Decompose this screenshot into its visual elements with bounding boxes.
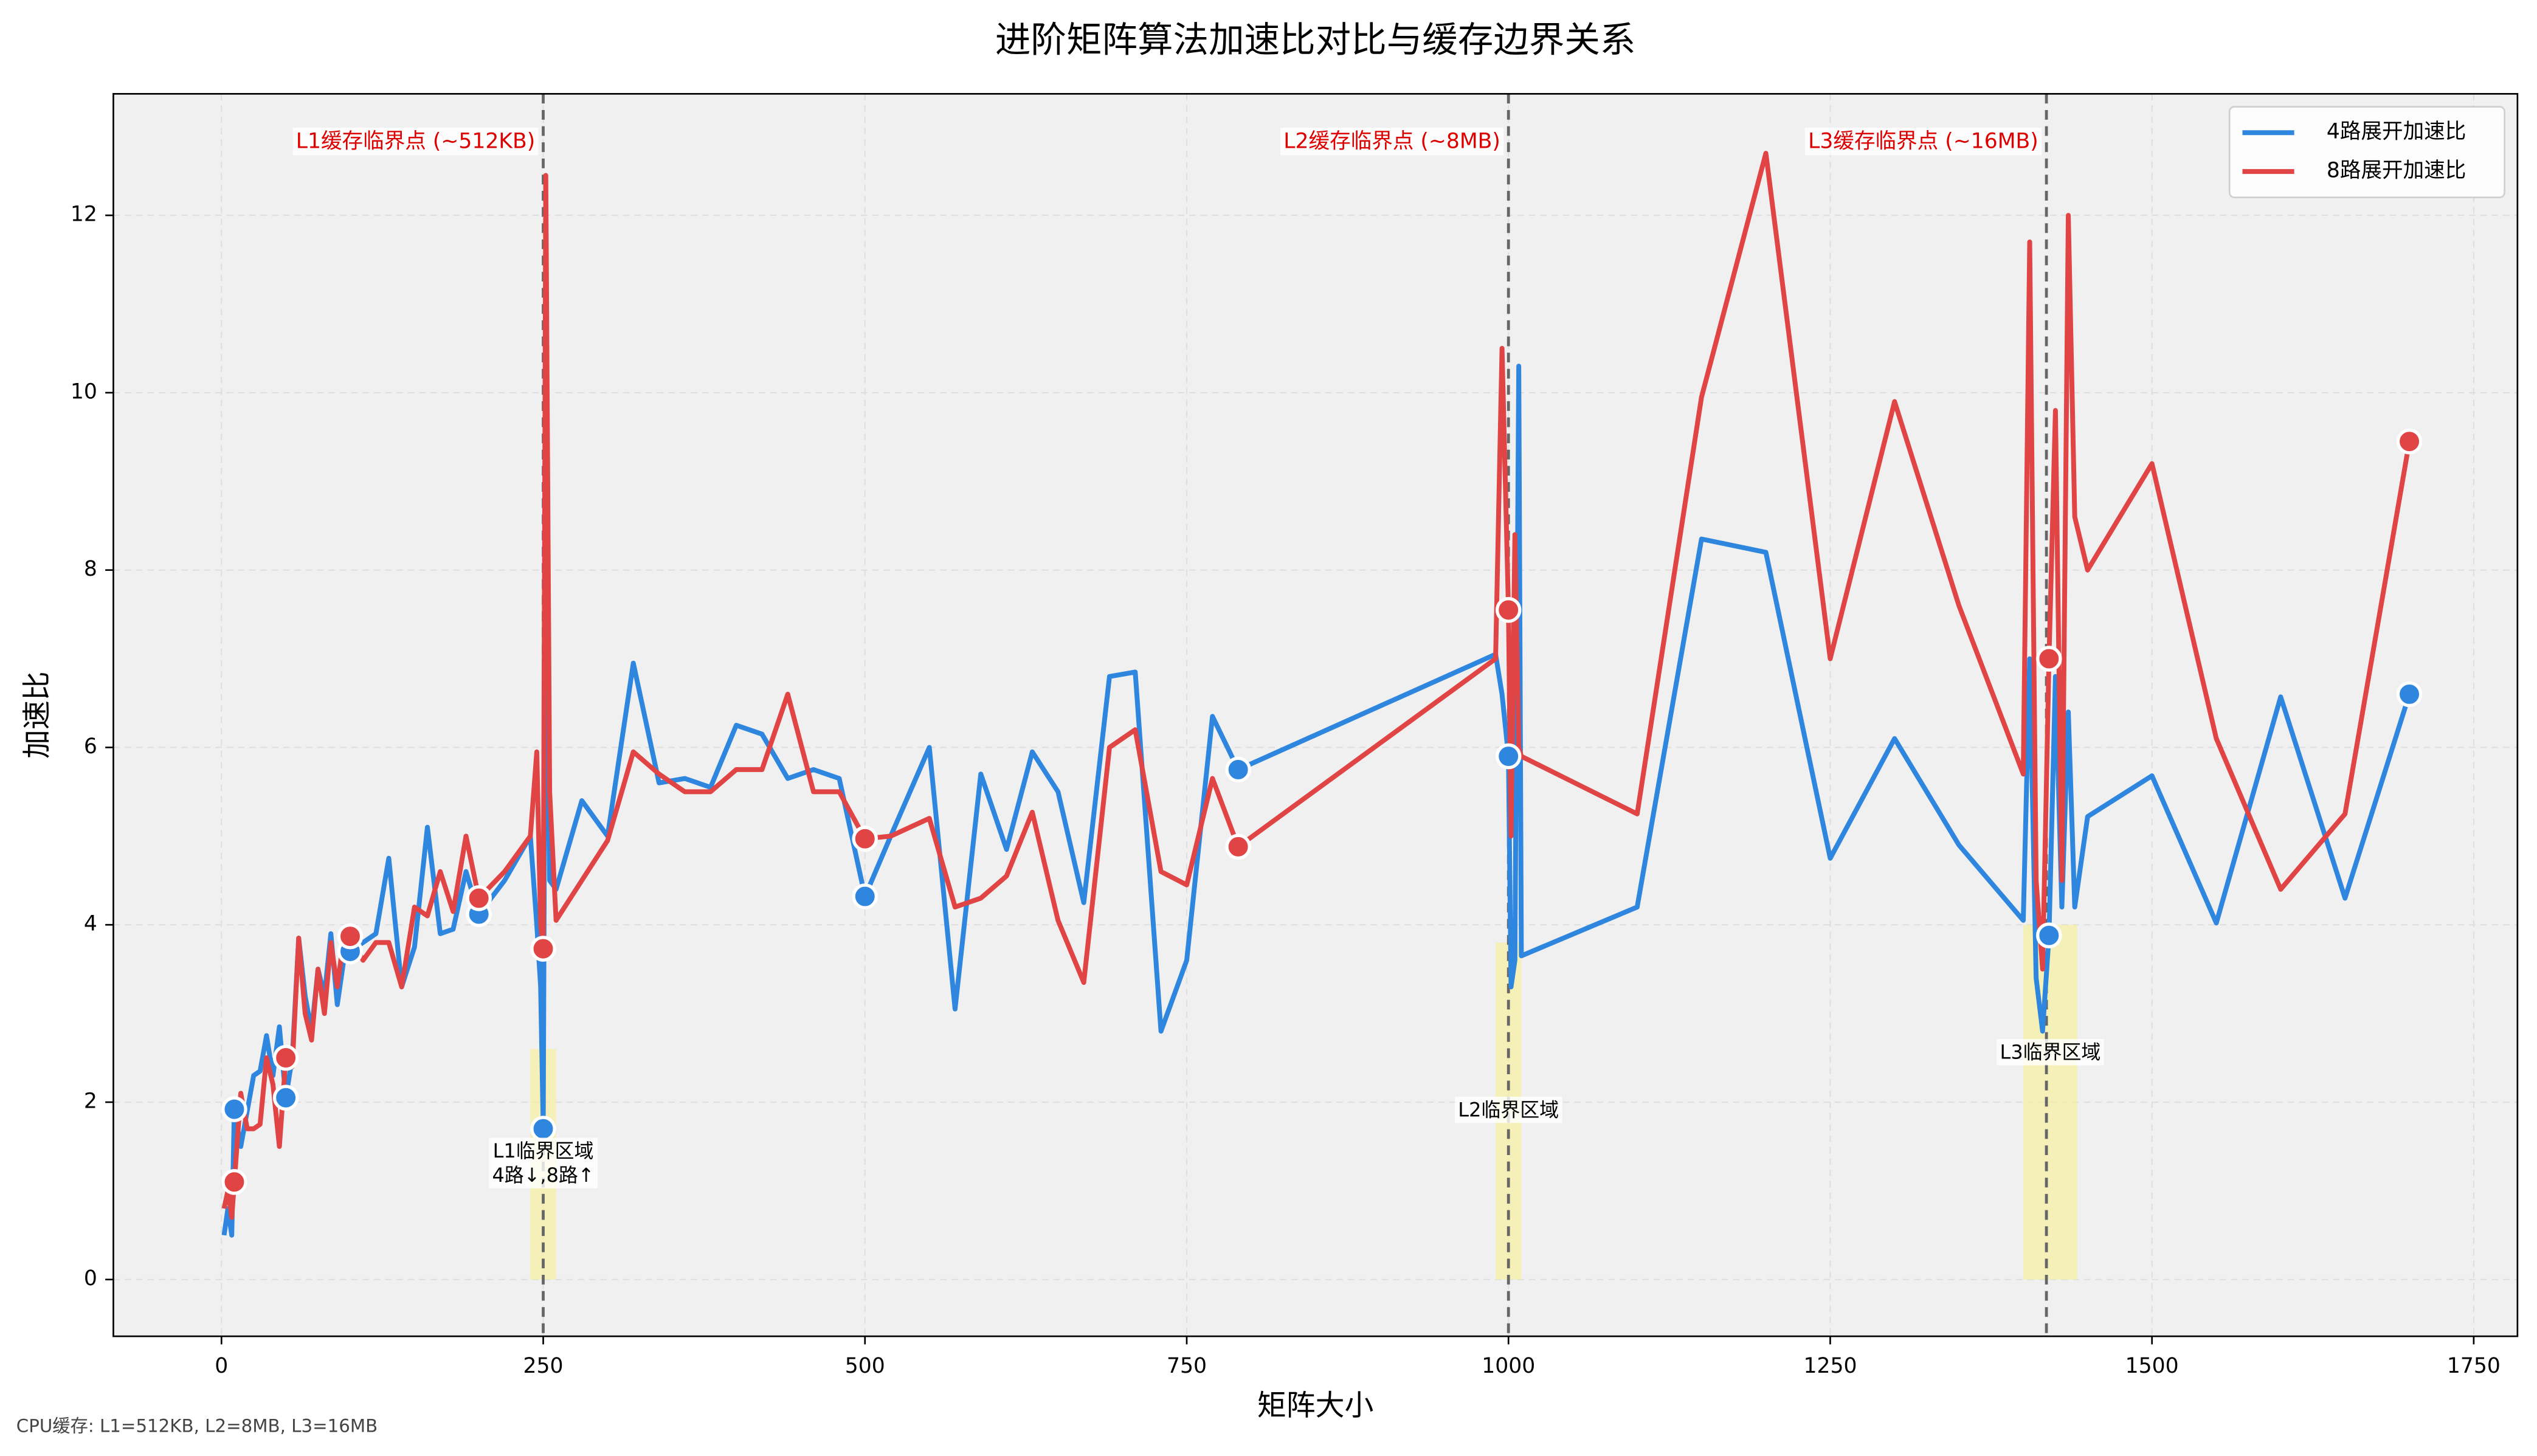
x-tick-label: 0: [215, 1354, 228, 1378]
region-label: 4路↓,8路↑: [492, 1164, 594, 1187]
data-point: [852, 826, 878, 852]
chart-title: 进阶矩阵算法加速比对比与缓存边界关系: [995, 19, 1636, 60]
x-tick-label: 750: [1167, 1354, 1207, 1378]
y-tick-label: 0: [84, 1266, 97, 1291]
data-point: [221, 1096, 247, 1122]
label-bg: [1280, 128, 1504, 156]
region-label: L3临界区域: [2000, 1041, 2101, 1064]
x-tick-label: 250: [523, 1354, 564, 1378]
region-label: L2临界区域: [1458, 1099, 1559, 1122]
data-point: [530, 936, 556, 962]
y-tick-label: 8: [84, 557, 97, 581]
y-tick-label: 4: [84, 912, 97, 936]
legend-box: [2228, 106, 2505, 198]
y-tick-label: 10: [71, 379, 97, 404]
label-bg: [489, 1137, 598, 1189]
critical-region: [2023, 925, 2077, 1280]
data-point: [1495, 597, 1522, 623]
label-bg: [1454, 1096, 1562, 1123]
x-axis-label: 矩阵大小: [1257, 1389, 1374, 1423]
boundary-label: L3缓存临界点 (~16MB): [1808, 129, 2038, 154]
y-tick-label: 2: [84, 1089, 97, 1113]
data-point: [2036, 922, 2062, 949]
x-tick-label: 1000: [1482, 1354, 1535, 1378]
data-point: [1225, 756, 1251, 783]
legend-label: 8路展开加速比: [2327, 159, 2466, 183]
series-line: [221, 151, 2412, 1220]
label-bg: [1804, 128, 2042, 156]
data-point: [852, 883, 878, 909]
x-tick-label: 1750: [2447, 1354, 2501, 1378]
footnote: CPU缓存: L1=512KB, L2=8MB, L3=16MB: [16, 1416, 378, 1437]
data-point: [272, 1085, 299, 1111]
data-point: [2396, 428, 2423, 455]
data-point: [466, 885, 492, 911]
legend-label: 4路展开加速比: [2327, 120, 2466, 144]
region-label: L1临界区域: [493, 1139, 594, 1162]
x-tick-label: 1250: [1803, 1354, 1857, 1378]
data-point: [2036, 646, 2062, 672]
y-tick-label: 12: [71, 202, 97, 227]
y-axis-label: 加速比: [21, 671, 54, 759]
data-point: [1495, 743, 1522, 770]
plot-frame: [112, 93, 2519, 1337]
boundary-label: L2缓存临界点 (~8MB): [1283, 129, 1500, 154]
label-bg: [292, 128, 539, 156]
label-bg: [1997, 1039, 2104, 1066]
data-point: [1225, 833, 1251, 860]
plot-area: [113, 94, 2518, 1337]
data-point: [221, 1168, 247, 1195]
data-point: [272, 1044, 299, 1071]
data-point: [337, 923, 364, 950]
boundary-label: L1缓存临界点 (~512KB): [296, 129, 536, 154]
data-point: [2396, 681, 2423, 708]
x-tick-label: 500: [845, 1354, 885, 1378]
y-tick-label: 6: [84, 734, 97, 759]
x-tick-label: 1500: [2125, 1354, 2179, 1378]
data-point: [530, 1116, 556, 1142]
